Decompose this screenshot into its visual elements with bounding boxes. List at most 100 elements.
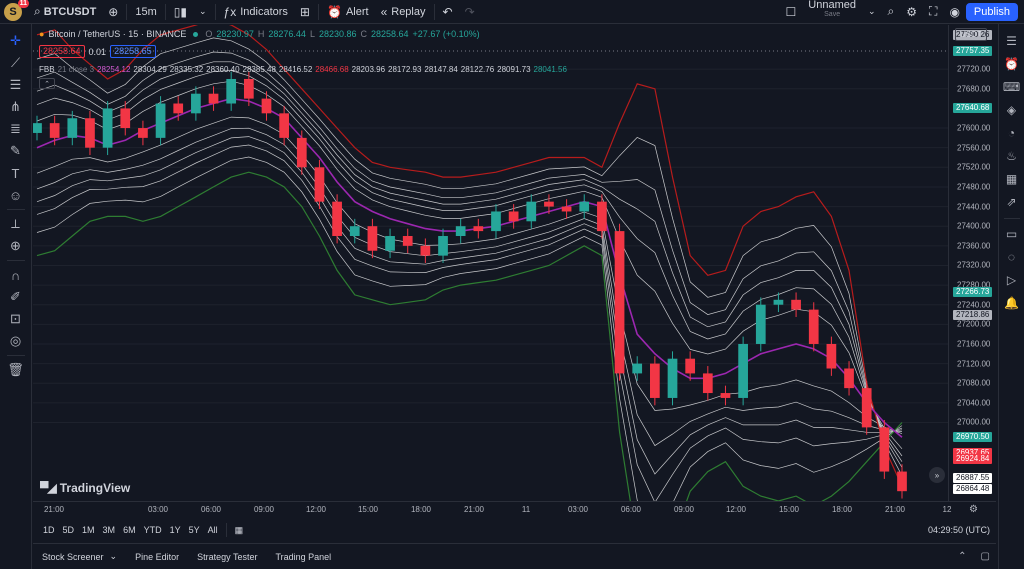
candle-body — [455, 226, 466, 237]
ruler-icon[interactable]: ⟂ — [11, 216, 20, 231]
user-avatar[interactable]: S 11 — [4, 0, 29, 21]
chart-type-dropdown[interactable]: ⌄ — [193, 0, 213, 24]
compare-button[interactable]: ⊕ — [102, 0, 124, 24]
play-icon[interactable]: ▷ — [1006, 273, 1017, 287]
candle-body — [102, 108, 113, 148]
tab-pine-editor[interactable]: Pine Editor — [126, 552, 188, 562]
collapse-legend-button[interactable]: ⌃ — [39, 78, 55, 89]
candle-body — [808, 309, 819, 344]
maximize-icon[interactable]: ▢ — [980, 551, 990, 562]
price-tick-label: 27480.00 — [957, 182, 991, 192]
layout-name[interactable]: Unnamed Save — [802, 0, 862, 24]
pitchfork-icon[interactable]: ⋔ — [10, 99, 21, 114]
indicator-legend[interactable]: FBB 21 close 3 28254.12 28304.29 28335.32… — [39, 65, 567, 74]
price-axis[interactable]: 27720.00 27680.00 27600.00 27560.00 27520.00… — [948, 25, 996, 501]
fib-band-upper-line — [36, 61, 903, 462]
tradingview-logo[interactable]: ▀◢ TradingView — [40, 481, 130, 495]
notifications-icon[interactable]: 🔔 — [1004, 296, 1019, 310]
emoji-icon[interactable]: ☺ — [8, 187, 23, 203]
alert-button[interactable]: ⏰ Alert — [321, 0, 375, 24]
price-tag: 26937.65 — [953, 448, 993, 459]
time-tick-label: 18:00 — [410, 505, 432, 514]
undo-button[interactable]: ↶ — [437, 0, 459, 24]
range-1y[interactable]: 1Y — [169, 525, 181, 535]
layout-button[interactable]: ☐ — [780, 0, 803, 24]
utc-clock[interactable]: 04:29:50 (UTC) — [927, 525, 990, 535]
buy-button[interactable]: 28258.65 — [110, 45, 156, 58]
currency-selector[interactable]: USDT — [955, 28, 987, 41]
chat-icon[interactable]: ⌨ — [1002, 80, 1021, 94]
range-5y[interactable]: 5Y — [188, 525, 200, 535]
replay-button[interactable]: « Replay — [375, 0, 432, 24]
price-tick-label: 27240.00 — [957, 300, 991, 310]
bottom-panel-tabs: Stock Screener ⌄ Pine Editor Strategy Teste… — [33, 543, 996, 569]
lock-icon[interactable]: ⊡ — [10, 311, 21, 326]
range-6m[interactable]: 6M — [123, 525, 136, 535]
rocket-icon[interactable]: ⇗ — [1006, 195, 1017, 209]
messages-icon[interactable]: ▭ — [1005, 227, 1018, 241]
range-3m[interactable]: 3M — [102, 525, 116, 535]
alarm-icon[interactable]: ⏰ — [1004, 57, 1019, 71]
hotlist-icon[interactable]: ♨ — [1006, 149, 1017, 163]
sell-button[interactable]: 28258.64 — [39, 45, 85, 58]
range-1d[interactable]: 1D — [43, 525, 55, 535]
candle-body — [226, 78, 237, 104]
trash-icon[interactable]: 🗑 — [7, 362, 24, 377]
symbol-search[interactable]: ⌕ BTCUSDT — [28, 0, 102, 24]
fib-icon[interactable]: ≣ — [10, 121, 21, 136]
gear-icon[interactable]: ⚙ — [969, 504, 978, 515]
chevron-up-icon[interactable]: ⌃ — [958, 551, 967, 562]
indicators-button[interactable]: ƒx Indicators — [218, 0, 294, 24]
snapshot-button[interactable]: ◉ — [943, 0, 965, 24]
range-all[interactable]: All — [207, 525, 218, 535]
save-label: Save — [824, 10, 841, 18]
brush-icon[interactable]: ✎ — [10, 143, 21, 158]
layout-dropdown[interactable]: ⌄ — [862, 0, 882, 24]
calendar-icon[interactable]: ▦ — [1005, 172, 1018, 186]
scroll-to-realtime-button[interactable]: » — [929, 467, 945, 483]
candle-body — [173, 103, 184, 114]
horizontal-lines-icon[interactable]: ☰ — [9, 77, 22, 92]
indicator-band-value: 28122.76 — [460, 65, 495, 74]
calendar-icon[interactable]: ▦ — [234, 524, 244, 535]
candle-body — [667, 358, 678, 398]
lock-drawing-icon[interactable]: ✐ — [10, 289, 21, 304]
tab-trading-panel[interactable]: Trading Panel — [266, 552, 340, 562]
candle-body — [773, 299, 784, 305]
range-5d[interactable]: 5D — [62, 525, 75, 535]
price-chart[interactable] — [33, 25, 948, 501]
price-tick-label: 27360.00 — [957, 241, 991, 251]
trend-line-icon[interactable]: ⟋ — [10, 55, 21, 70]
price-tag: 27266.73 — [953, 286, 993, 297]
settings-button[interactable]: ⚙ — [900, 0, 923, 24]
interval-button[interactable]: 15m — [129, 0, 162, 24]
layers-icon[interactable]: ◈ — [1006, 103, 1017, 117]
redo-button[interactable]: ↷ — [459, 0, 481, 24]
zoom-in-icon[interactable]: ⊕ — [10, 238, 21, 253]
magnet-icon[interactable]: ∩ — [10, 267, 21, 283]
publish-button[interactable]: Publish — [965, 2, 1018, 21]
tab-stock-screener[interactable]: Stock Screener ⌄ — [33, 551, 126, 562]
chart-type-button[interactable]: ▯▮ — [168, 0, 193, 24]
logo-text: TradingView — [59, 481, 131, 495]
crosshair-icon[interactable]: ✛ — [10, 33, 21, 48]
fib-band-upper-line — [36, 37, 903, 476]
candle-body — [191, 93, 201, 114]
text-icon[interactable]: T — [11, 165, 20, 181]
range-1m[interactable]: 1M — [82, 525, 95, 535]
time-axis[interactable]: 21:00 03:00 06:00 09:00 12:00 15:00 18:00 21:00… — [33, 501, 996, 518]
templates-button[interactable]: ⊞ — [294, 0, 316, 24]
spread-value: 0.01 — [88, 46, 107, 57]
streams-icon[interactable]: ◌ — [1007, 250, 1016, 264]
gear-icon: ⚙ — [906, 4, 918, 19]
tab-strategy-tester[interactable]: Strategy Tester — [188, 552, 266, 562]
price-tick-label: 27720.00 — [957, 64, 991, 74]
ideas-icon[interactable]: ◔ — [1007, 126, 1016, 140]
quick-search-button[interactable]: ⌕ — [882, 0, 901, 24]
eye-icon[interactable]: ◎ — [9, 333, 22, 348]
watchlist-icon[interactable]: ☰ — [1006, 34, 1017, 48]
chart-pane[interactable] — [33, 25, 948, 501]
fullscreen-button[interactable]: ⛶ — [923, 0, 943, 24]
range-ytd[interactable]: YTD — [143, 525, 162, 535]
candles-icon: ▯▮ — [173, 4, 187, 19]
